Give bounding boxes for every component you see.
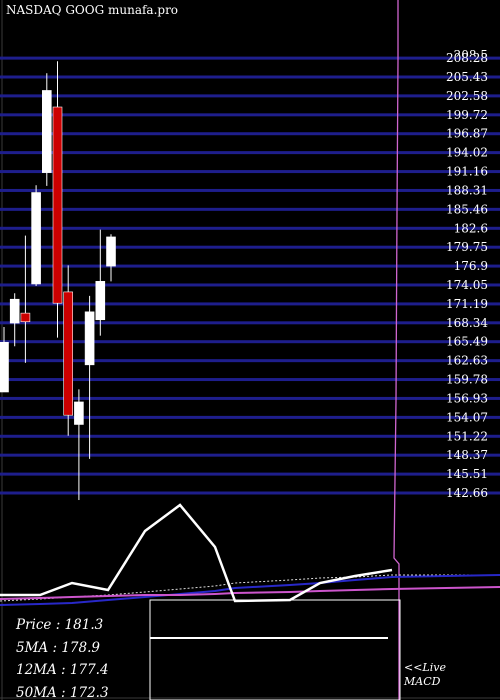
gridline bbox=[0, 396, 500, 400]
candle-body bbox=[63, 291, 74, 416]
candle-body bbox=[41, 90, 52, 173]
stat-12ma: 12MA : 177.4 bbox=[16, 662, 109, 678]
gridline bbox=[0, 113, 500, 117]
price-label: 205.43 bbox=[446, 70, 488, 84]
ma-blue-line bbox=[0, 574, 500, 606]
macd-label: <<Live MACD bbox=[404, 661, 446, 688]
gridline bbox=[0, 170, 500, 174]
volume-line bbox=[393, 0, 400, 700]
gridline bbox=[0, 378, 500, 382]
candle-body bbox=[0, 341, 9, 393]
ma-white-line bbox=[0, 503, 393, 603]
stat-price: Price : 181.3 bbox=[16, 617, 104, 633]
price-label: 182.6 bbox=[454, 221, 488, 235]
candle-body bbox=[31, 192, 41, 285]
gridline bbox=[0, 264, 500, 268]
gridline bbox=[0, 207, 500, 211]
gridline bbox=[0, 132, 500, 136]
price-label: 165.49 bbox=[446, 335, 488, 349]
gridline bbox=[0, 245, 500, 249]
gridline bbox=[0, 359, 500, 363]
price-label: 159.78 bbox=[446, 373, 488, 387]
price-label: 191.16 bbox=[446, 165, 488, 179]
gridline bbox=[0, 56, 500, 60]
price-label: 199.72 bbox=[446, 108, 488, 122]
chart-title: NASDAQ GOOG munafa.pro bbox=[6, 3, 179, 17]
price-label: 156.93 bbox=[446, 391, 488, 405]
price-label: 174.05 bbox=[446, 278, 488, 292]
gridline bbox=[0, 226, 500, 230]
price-label: 196.87 bbox=[446, 127, 488, 141]
price-label: 151.22 bbox=[446, 429, 488, 443]
stat-5ma: 5MA : 178.9 bbox=[16, 639, 100, 656]
price-label: 171.19 bbox=[446, 297, 488, 311]
stat-50ma: 50MA : 172.3 bbox=[16, 684, 109, 700]
price-label: 154.07 bbox=[446, 410, 488, 424]
price-label: 148.37 bbox=[446, 448, 488, 462]
gridline bbox=[0, 472, 500, 476]
macd-box bbox=[149, 599, 401, 700]
gridline bbox=[0, 453, 500, 457]
candle-body bbox=[84, 311, 95, 366]
price-label: 202.58 bbox=[446, 89, 488, 103]
gridline bbox=[0, 75, 500, 79]
candle-body bbox=[52, 106, 63, 304]
gridline bbox=[0, 321, 500, 325]
gridline bbox=[0, 434, 500, 438]
candle-body bbox=[9, 298, 20, 324]
price-label: 188.31 bbox=[446, 183, 488, 197]
candle-body bbox=[74, 401, 84, 425]
gridline bbox=[0, 415, 500, 419]
stats-panel: Price : 181.3 5MA : 178.9 12MA : 177.4 5… bbox=[16, 614, 109, 700]
price-label: 162.63 bbox=[446, 354, 488, 368]
ma-pink-line bbox=[0, 586, 500, 600]
gridline bbox=[0, 302, 500, 306]
gridline bbox=[0, 188, 500, 192]
candle-body bbox=[20, 312, 31, 323]
candle-body bbox=[95, 281, 106, 321]
price-label: 176.9 bbox=[454, 259, 488, 273]
gridline bbox=[0, 340, 500, 344]
gridline bbox=[0, 283, 500, 287]
gridline bbox=[0, 491, 500, 495]
price-label: 208.28 bbox=[446, 51, 488, 65]
gridline bbox=[0, 94, 500, 98]
gridline bbox=[0, 151, 500, 155]
price-label: 194.02 bbox=[446, 146, 488, 160]
price-label: 168.34 bbox=[446, 316, 488, 330]
price-label: 185.46 bbox=[446, 202, 488, 216]
candle-body bbox=[106, 236, 116, 267]
price-label: 145.51 bbox=[446, 467, 488, 481]
price-label: 179.75 bbox=[446, 240, 488, 254]
price-label: 142.66 bbox=[446, 486, 488, 500]
